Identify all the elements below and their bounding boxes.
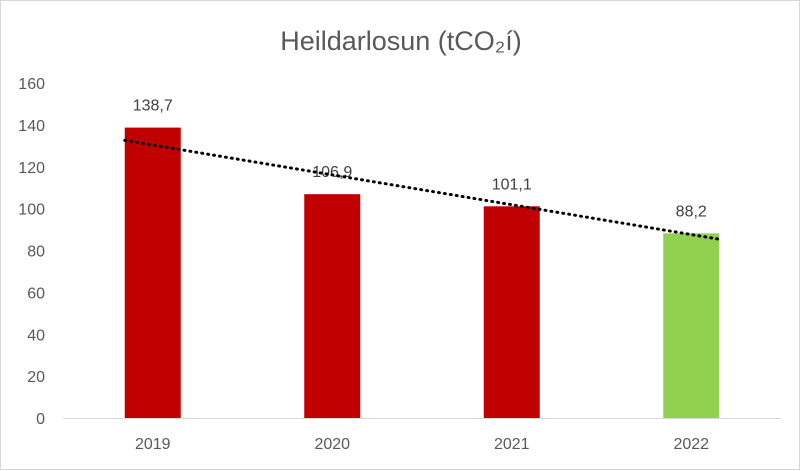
y-tick-label: 40 (27, 327, 45, 344)
bar-2020 (304, 194, 361, 418)
y-tick-label: 20 (27, 369, 45, 386)
bars (124, 127, 720, 419)
data-label-2022: 88,2 (676, 203, 707, 220)
x-tick-label: 2020 (314, 436, 350, 453)
y-tick-label: 140 (18, 118, 45, 135)
data-label-2020: 106,9 (312, 164, 352, 181)
x-tick-label: 2022 (673, 436, 709, 453)
y-tick-label: 120 (18, 160, 45, 177)
bar-2021 (483, 206, 540, 418)
bar-2019 (124, 127, 181, 419)
chart-title: Heildarlosun (tCO₂í) (280, 26, 522, 56)
trendline (123, 138, 721, 241)
y-tick-label: 0 (36, 411, 45, 428)
x-axis-ticks: 2019 2020 2021 2022 (135, 436, 709, 453)
data-labels: 138,7 106,9 101,1 88,2 (133, 98, 707, 221)
y-axis-ticks: 0 20 40 60 80 100 120 140 160 (18, 76, 45, 428)
x-tick-label: 2019 (135, 436, 171, 453)
y-tick-label: 100 (18, 202, 45, 219)
y-tick-label: 60 (27, 285, 45, 302)
x-tick-label: 2021 (494, 436, 530, 453)
y-tick-label: 80 (27, 244, 45, 261)
y-tick-label: 160 (18, 76, 45, 93)
data-label-2019: 138,7 (133, 98, 173, 115)
data-label-2021: 101,1 (492, 176, 532, 193)
bar-2022 (663, 233, 720, 418)
